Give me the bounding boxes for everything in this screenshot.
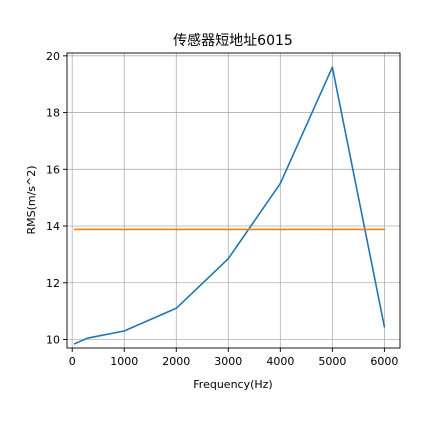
chart-title: 传感器短地址6015 bbox=[173, 32, 293, 49]
y-tick-label: 12 bbox=[46, 277, 60, 290]
y-tick-label: 18 bbox=[46, 107, 60, 120]
y-tick-label: 20 bbox=[46, 50, 60, 63]
x-tick-label: 1000 bbox=[110, 355, 138, 368]
grid bbox=[67, 53, 400, 348]
y-tick-label: 14 bbox=[46, 220, 60, 233]
series-line-1 bbox=[73, 66, 386, 345]
x-tick-label: 2000 bbox=[162, 355, 190, 368]
y-tick-label: 10 bbox=[46, 333, 60, 346]
x-axis-label: Frequency(Hz) bbox=[193, 378, 272, 391]
plot-frame bbox=[66, 52, 401, 349]
x-tick-label: 5000 bbox=[318, 355, 346, 368]
ticks: 0 1000 2000 3000 4000 5000 6000 10 12 14 16 18 20 bbox=[46, 50, 398, 368]
x-tick-label: 0 bbox=[69, 355, 76, 368]
y-axis-label: RMS(m/s^2) bbox=[25, 165, 38, 234]
x-tick-label: 3000 bbox=[214, 355, 242, 368]
series-layer bbox=[73, 66, 386, 345]
x-tick-label: 4000 bbox=[266, 355, 294, 368]
y-tick-label: 16 bbox=[46, 163, 60, 176]
x-tick-label: 6000 bbox=[370, 355, 398, 368]
